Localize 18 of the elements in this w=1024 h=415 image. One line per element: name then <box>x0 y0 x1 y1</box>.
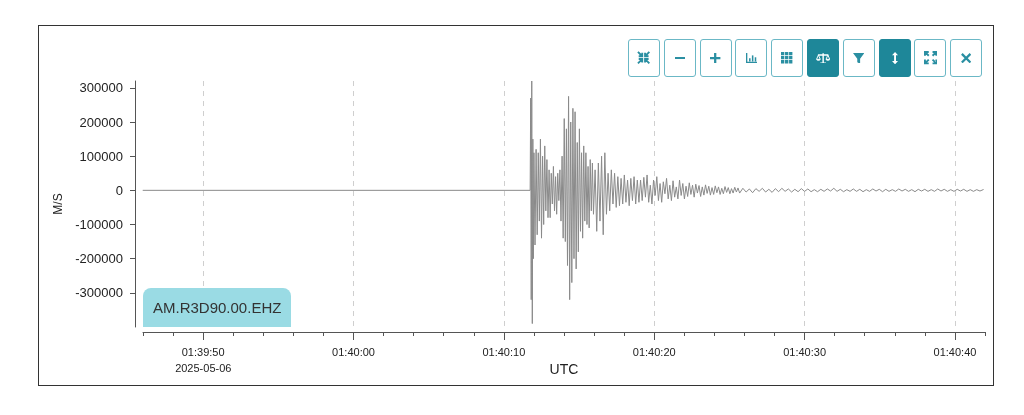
y-tick-label: 300000 <box>79 80 123 96</box>
y-tick-label: -200000 <box>75 251 123 267</box>
annotation: AM.R3D90.00.EHZ <box>143 288 292 327</box>
y-tick-label: 200000 <box>79 114 123 130</box>
x-tick-label: 01:40:30 <box>783 345 826 358</box>
y-tick-label: -100000 <box>75 217 123 232</box>
x-tick-label: 01:39:50 <box>181 345 225 358</box>
x-tick-label: 01:40:20 <box>632 345 676 358</box>
y-tick-label: -300000 <box>75 285 123 301</box>
x-tick-label: 01:40:40 <box>933 345 977 358</box>
text: 2025-05-06 <box>175 362 232 374</box>
y-tick-label: 100000 <box>79 148 123 164</box>
y-axis-title: M/S <box>51 193 66 215</box>
x-axis-title: UTC <box>549 360 579 377</box>
x-tick-label: 01:40:10 <box>482 345 526 358</box>
line-series <box>142 80 984 325</box>
x-tick-label: 01:40:00 <box>332 345 375 358</box>
y-tick-label: 0 <box>115 182 123 198</box>
